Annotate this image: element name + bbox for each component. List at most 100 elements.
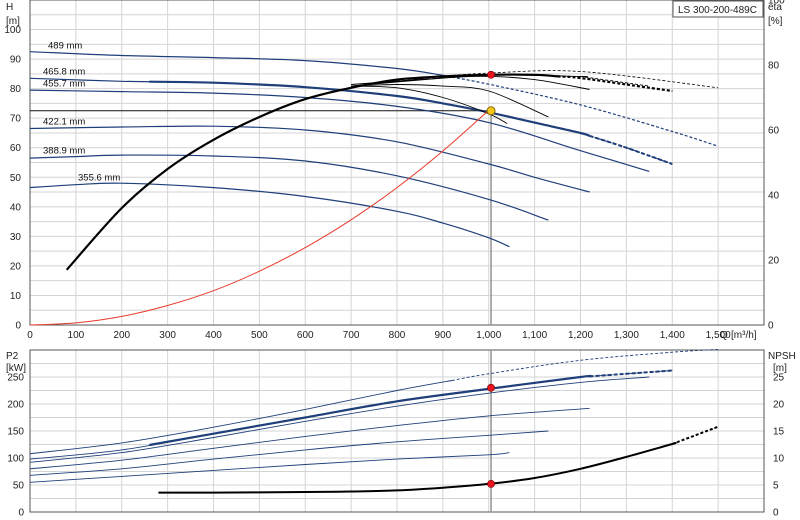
x-tick-label: 1,000 xyxy=(476,330,501,341)
p2-tick-label: 200 xyxy=(7,400,24,411)
eta-curve-1-solid xyxy=(351,85,508,124)
power-point-marker xyxy=(487,383,495,392)
head-curve-4-solid xyxy=(29,154,549,221)
duty-point-marker xyxy=(486,106,496,116)
x-tick-label: 800 xyxy=(389,330,406,341)
y-axis-unit-eta: [%] xyxy=(768,16,783,27)
eta-point-marker xyxy=(487,70,495,79)
y-left-tick-label: 80 xyxy=(10,84,22,95)
eta-curve-0-dashed xyxy=(557,75,673,93)
eta-curve-5-solid xyxy=(351,75,451,87)
curve-label-4: 388.9 mm xyxy=(43,146,85,157)
head-plot-frame xyxy=(29,0,765,326)
head-grid xyxy=(29,0,764,326)
head-curve-1-selected-dashed xyxy=(589,134,673,165)
y-right-tick-label: 80 xyxy=(768,61,780,72)
y-right-tick-label: 20 xyxy=(768,256,780,267)
curve-label-0: 489 mm xyxy=(48,40,82,51)
y-left-tick-label: 50 xyxy=(10,173,22,184)
y-axis-label-p2: P2 xyxy=(6,351,19,362)
y-left-tick-label: 90 xyxy=(10,55,22,66)
x-tick-label: 700 xyxy=(343,330,360,341)
y-left-tick-label: 70 xyxy=(10,114,22,125)
x-tick-label: 300 xyxy=(159,330,176,341)
power-curve-1-dashed xyxy=(589,370,673,377)
power-curve-5-solid xyxy=(29,452,510,483)
x-tick-label: 1,200 xyxy=(568,330,593,341)
npsh-tick-label: 0 xyxy=(773,508,779,519)
npsh-tick-label: 20 xyxy=(773,400,785,411)
head-curve-1-selected xyxy=(149,80,591,137)
head-curve-3-solid xyxy=(29,125,590,193)
x-tick-label: 1,300 xyxy=(614,330,639,341)
y-axis-unit-h: [m] xyxy=(6,16,20,27)
y-left-tick-label: 30 xyxy=(10,232,22,243)
npsh-curve-solid xyxy=(158,442,677,494)
power-curve-1-selected xyxy=(149,374,592,447)
x-tick-label: 200 xyxy=(113,330,130,341)
p2-tick-label: 0 xyxy=(18,508,24,519)
power-series xyxy=(29,349,719,494)
x-tick-label: 1,400 xyxy=(660,330,685,341)
npsh-tick-label: 25 xyxy=(773,373,785,384)
npsh-tick-label: 5 xyxy=(773,481,779,492)
npsh-curve-dashed xyxy=(671,425,719,445)
y-right-tick-label: 100 xyxy=(768,0,785,7)
y-left-tick-label: 60 xyxy=(10,143,22,154)
p2-tick-label: 50 xyxy=(13,481,25,492)
y-right-tick-label: 40 xyxy=(768,191,780,202)
x-axis-label-q: Q xyxy=(720,330,728,341)
head-curve-0-dashed xyxy=(451,76,719,147)
y-axis-unit-p2: [kW] xyxy=(6,363,26,374)
system-curve xyxy=(29,109,490,326)
power-curve-4-solid xyxy=(29,430,549,476)
model-label-box xyxy=(672,0,764,18)
x-tick-label: 900 xyxy=(435,330,452,341)
npsh-tick-label: 15 xyxy=(773,427,785,438)
y-left-tick-label: 100 xyxy=(4,25,21,36)
curve-label-1: 465.8 mm xyxy=(43,67,85,78)
eta-curve-4-dashed xyxy=(580,75,650,87)
y-right-tick-label: 0 xyxy=(768,321,774,332)
power-curve-2-solid xyxy=(29,376,650,463)
head-curve-2-solid xyxy=(29,89,650,172)
p2-tick-label: 100 xyxy=(7,454,24,465)
npsh-point-marker xyxy=(487,480,495,488)
x-tick-label: 0 xyxy=(27,330,33,341)
p2-tick-label: 150 xyxy=(7,427,24,438)
x-tick-label: 1,500 xyxy=(706,330,731,341)
y-left-tick-label: 40 xyxy=(10,202,22,213)
curve-label-2: 455.7 mm xyxy=(43,78,85,89)
chart-title: LS 300-200-489C xyxy=(678,5,757,16)
x-tick-label: 400 xyxy=(205,330,222,341)
power-grid xyxy=(29,349,764,513)
head-curve-0-solid xyxy=(29,51,453,78)
power-curve-3-solid xyxy=(29,407,590,470)
p2-tick-label: 250 xyxy=(7,373,24,384)
x-tick-label: 500 xyxy=(251,330,268,341)
x-tick-label: 600 xyxy=(297,330,314,341)
y-axis-label-h: H xyxy=(6,2,13,13)
y-axis-label-eta: eta xyxy=(768,2,782,13)
curve-label-3: 422.1 mm xyxy=(43,116,85,127)
y-axis-unit-npsh: [m] xyxy=(773,363,787,374)
power-curve-0-solid xyxy=(29,380,453,455)
y-right-tick-label: 60 xyxy=(768,126,780,137)
x-axis-unit-q: [m³/h] xyxy=(731,330,757,341)
power-axis-ticks: 0 50 100 150 200 250 0 5 10 15 20 25 xyxy=(7,373,784,519)
power-curve-0-dashed xyxy=(451,349,719,381)
y-left-tick-label: 0 xyxy=(15,321,21,332)
x-tick-label: 100 xyxy=(68,330,85,341)
eta-curve-2-solid xyxy=(351,84,549,118)
eta-curve-5-dashed xyxy=(442,70,719,89)
head-axis-ticks: 0 100 200 300 400 500 600 700 800 900 1,000 1,100 1,… xyxy=(4,0,785,341)
npsh-tick-label: 10 xyxy=(773,454,785,465)
y-axis-label-npsh: NPSH xyxy=(768,351,796,362)
x-tick-label: 1,100 xyxy=(522,330,547,341)
curve-label-5: 355.6 mm xyxy=(78,173,120,184)
y-left-tick-label: 20 xyxy=(10,261,22,272)
y-left-tick-label: 10 xyxy=(10,291,22,302)
